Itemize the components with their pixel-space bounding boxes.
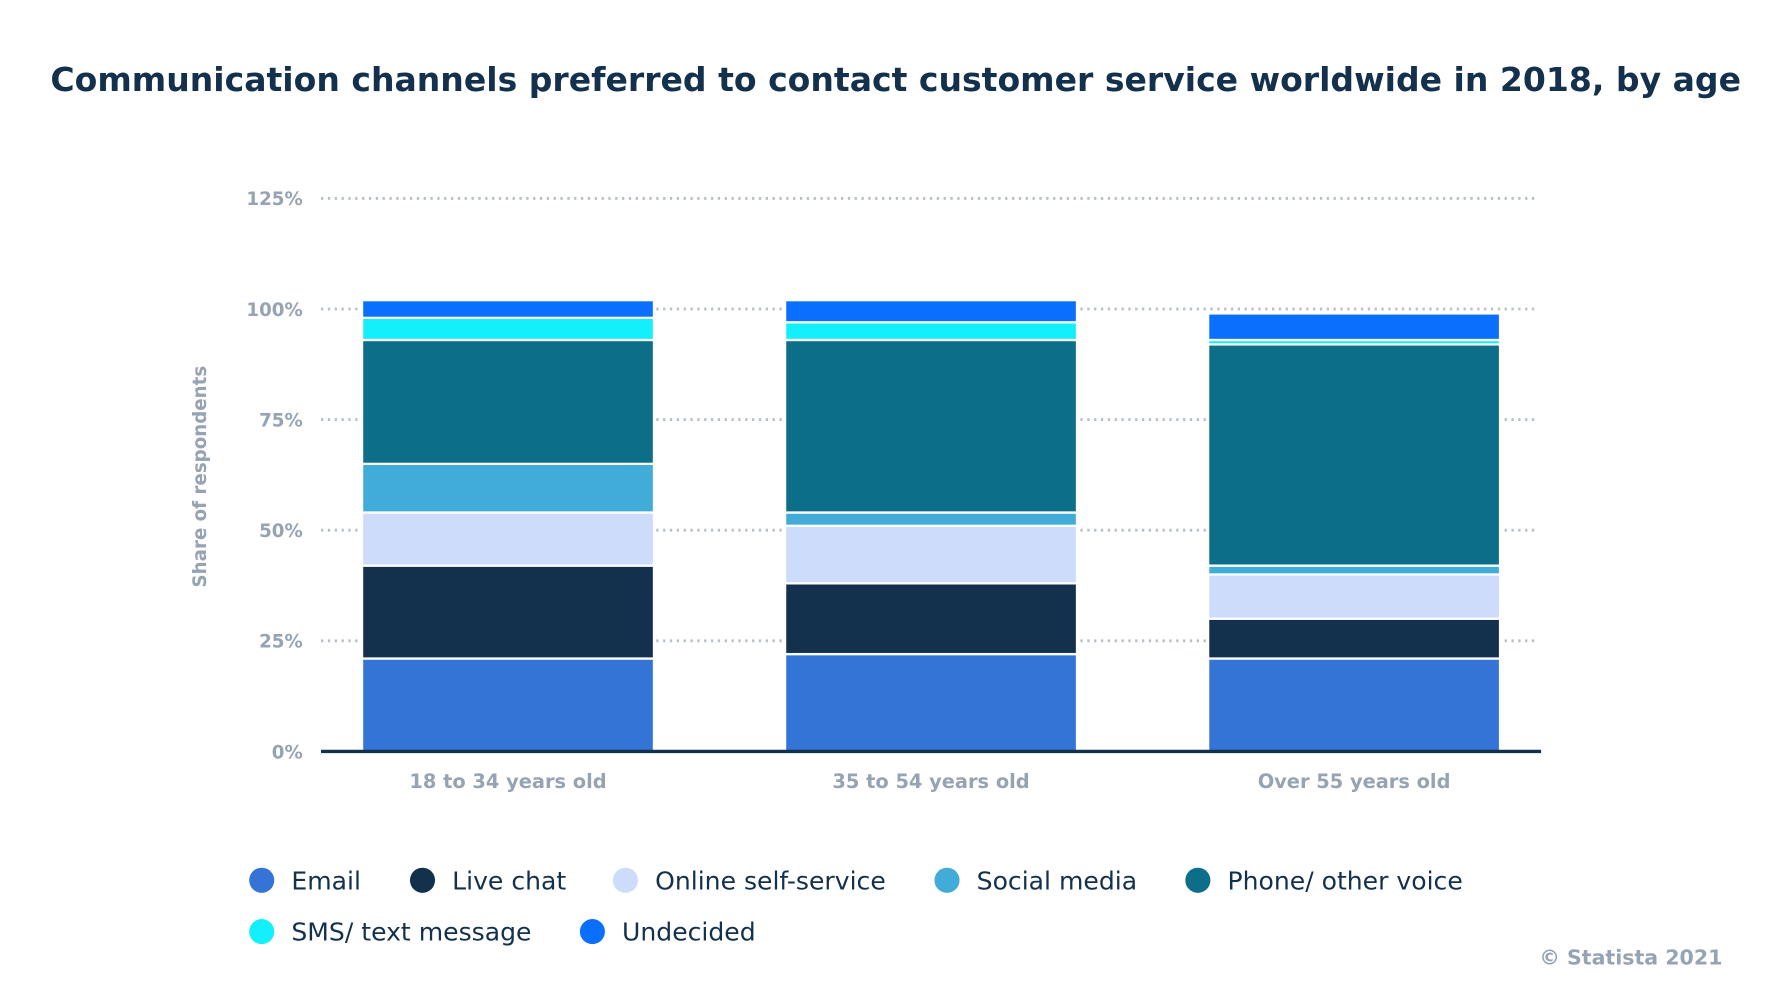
x-tick-label: 18 to 34 years old bbox=[409, 770, 606, 793]
bar-segment bbox=[1206, 617, 1502, 660]
y-tick-label: 100% bbox=[246, 300, 302, 321]
bar-segment bbox=[360, 338, 656, 465]
legend-label: Undecided bbox=[622, 918, 756, 947]
chart-title: Communication channels preferred to cont… bbox=[50, 60, 1741, 99]
legend-swatch bbox=[1185, 867, 1211, 893]
legend-swatch bbox=[934, 867, 960, 893]
legend-label: Online self-service bbox=[655, 866, 886, 895]
bar-segment bbox=[360, 657, 656, 753]
bar-segment bbox=[1206, 564, 1502, 576]
legend-label: Phone/ other voice bbox=[1228, 866, 1463, 895]
bar-segment bbox=[783, 299, 1079, 324]
bar-segment bbox=[360, 564, 656, 660]
legend-swatch bbox=[612, 867, 639, 893]
credit: © Statista 2021 bbox=[1539, 946, 1722, 970]
legend-item[interactable]: Online self-service bbox=[612, 866, 886, 895]
legend-label: SMS/ text message bbox=[291, 918, 531, 947]
legend-swatch bbox=[579, 919, 605, 945]
bar-segment bbox=[783, 338, 1079, 514]
x-tick-label: 35 to 54 years old bbox=[832, 770, 1029, 793]
bar-segment bbox=[1206, 657, 1502, 753]
bar-segment bbox=[360, 316, 656, 342]
y-tick-label: 50% bbox=[259, 521, 303, 542]
legend-label: Social media bbox=[977, 866, 1137, 895]
legend-item[interactable]: Social media bbox=[934, 866, 1137, 895]
legend-swatch bbox=[249, 919, 275, 945]
legend-item[interactable]: Phone/ other voice bbox=[1185, 866, 1463, 895]
legend-label: Email bbox=[291, 866, 361, 895]
legend-item[interactable]: Email bbox=[249, 866, 361, 895]
x-tick-label: Over 55 years old bbox=[1258, 770, 1451, 793]
legend-item[interactable]: Undecided bbox=[579, 918, 756, 947]
bar-segment bbox=[360, 511, 656, 567]
bar-segment bbox=[360, 299, 656, 319]
y-axis-label: Share of respondents bbox=[190, 366, 211, 588]
legend-label: Live chat bbox=[452, 866, 566, 895]
bar-segment bbox=[783, 524, 1079, 585]
legend-swatch bbox=[249, 867, 275, 893]
y-tick-label: 75% bbox=[259, 410, 303, 431]
y-tick-label: 25% bbox=[259, 632, 303, 653]
y-tick-label: 0% bbox=[272, 742, 303, 763]
y-tick-label: 125% bbox=[246, 189, 302, 210]
bar-segment bbox=[783, 511, 1079, 527]
bar-segment bbox=[783, 652, 1079, 753]
bar-segment bbox=[783, 321, 1079, 342]
bar-segment bbox=[360, 462, 656, 514]
bar-segment bbox=[783, 582, 1079, 656]
legend-swatch bbox=[409, 867, 436, 893]
bar-segment bbox=[1206, 343, 1502, 567]
bar-segment bbox=[1206, 312, 1502, 342]
legend-item[interactable]: SMS/ text message bbox=[249, 918, 531, 947]
bar-segment bbox=[1206, 573, 1502, 620]
legend-item[interactable]: Live chat bbox=[409, 866, 566, 895]
